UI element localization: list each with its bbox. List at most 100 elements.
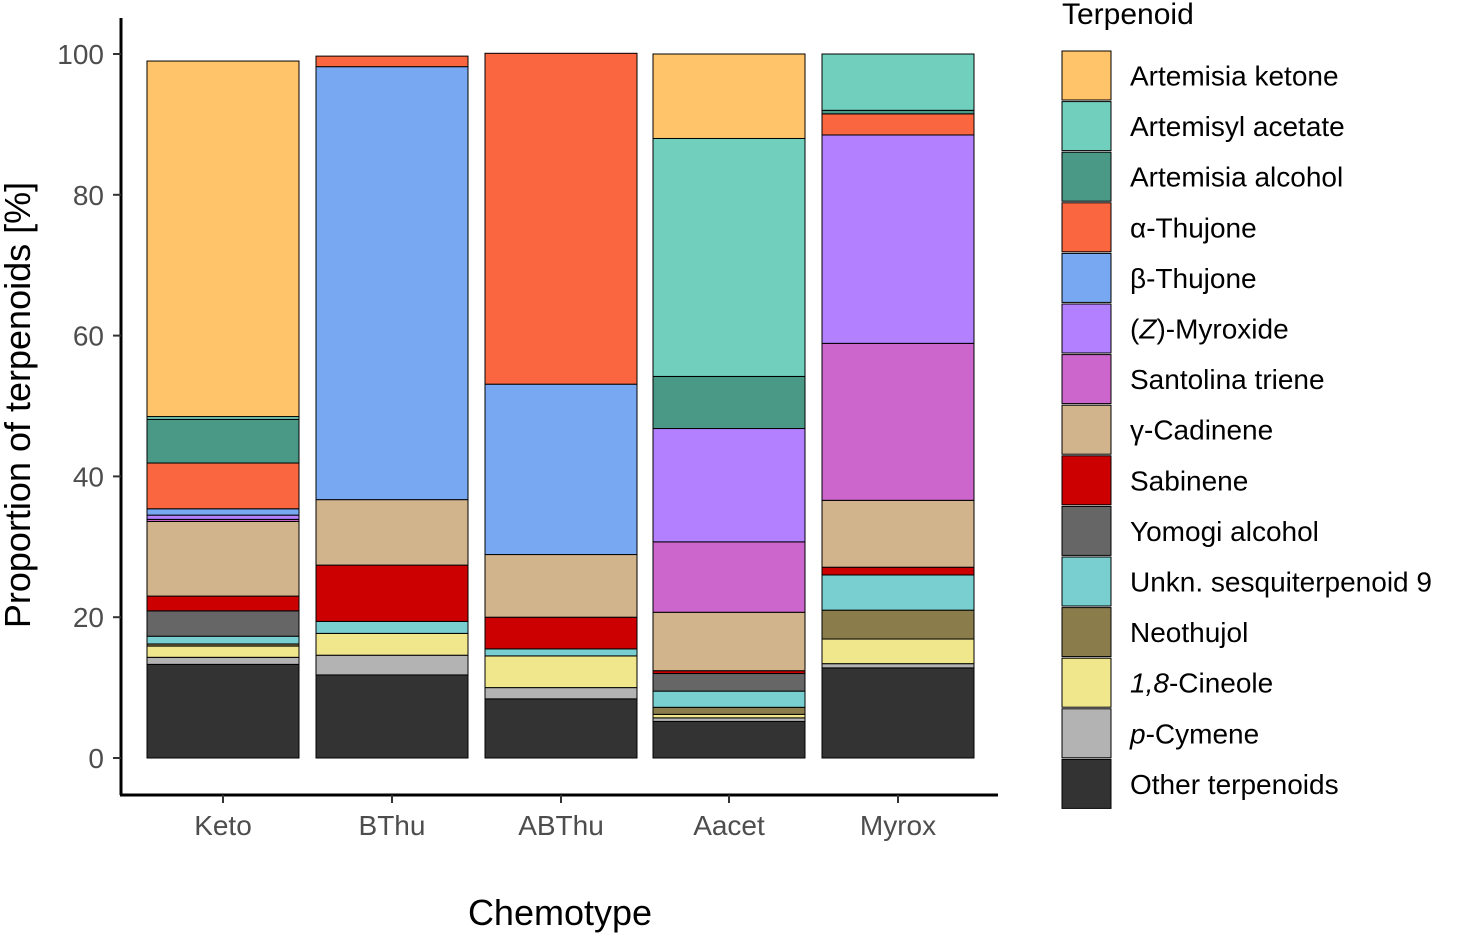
bar-bthu-cadinene [315, 499, 469, 566]
legend-label-artemisyl-acetate: Artemisyl acetate [1130, 111, 1345, 142]
y-tick-label: 0 [88, 743, 104, 774]
bar-area [146, 52, 975, 759]
y-tick-label: 60 [73, 321, 104, 352]
x-tick-label-bthu: BThu [359, 810, 426, 841]
bar-aacet-1-8-cineole [652, 713, 806, 719]
legend-label-z-myroxide: (Z)-Myroxide [1130, 314, 1289, 345]
legend-swatch-1-8-cineole [1061, 657, 1112, 708]
legend-label-thujone: β-Thujone [1130, 263, 1257, 294]
bar-bthu-thujone [315, 66, 469, 501]
bar-myrox-santolina-triene [821, 342, 975, 501]
bar-keto-cadinene [146, 520, 300, 597]
bar-myrox-other-terpenoids [821, 667, 975, 759]
bar-keto-1-8-cineole [146, 645, 300, 658]
bar-myrox-sabinene [821, 566, 975, 576]
legend-label-1-8-cineole: 1,8-Cineole [1130, 668, 1273, 699]
bar-aacet-santolina-triene [652, 541, 806, 613]
bar-keto-artemisia-ketone [146, 60, 300, 418]
bar-aacet-cadinene [652, 611, 806, 672]
legend-swatch-other-terpenoids [1061, 758, 1112, 809]
bar-aacet-yomogi-alcohol [652, 673, 806, 692]
legend-label-p-cymene: p-Cymene [1129, 718, 1259, 749]
legend-label-yomogi-alcohol: Yomogi alcohol [1130, 516, 1319, 547]
bar-aacet-artemisia-alcohol [652, 375, 806, 430]
legend-swatch-yomogi-alcohol [1061, 505, 1112, 556]
bar-keto-p-cymene [146, 656, 300, 665]
y-ticks: 0 20 40 60 80 100 [57, 39, 121, 774]
legend-label-cadinene: γ-Cadinene [1130, 415, 1273, 446]
bar-keto-thujone [146, 508, 300, 516]
legend-swatch-sabinene [1061, 455, 1112, 506]
bar-bthu-thujone [315, 55, 469, 68]
bar-bthu-1-8-cineole [315, 632, 469, 656]
bar-myrox-neothujol [821, 609, 975, 640]
bar-aacet-artemisia-ketone [652, 53, 806, 139]
legend-swatch-artemisia-alcohol [1061, 151, 1112, 202]
x-tick-label-abthu: ABThu [518, 810, 604, 841]
x-tick-label-keto: Keto [194, 810, 252, 841]
bar-myrox-cadinene [821, 499, 975, 568]
legend-label-thujone: α-Thujone [1130, 212, 1257, 243]
bar-abthu-thujone [484, 52, 638, 385]
bar-abthu-thujone [484, 383, 638, 556]
legend-swatch-thujone [1061, 202, 1112, 253]
y-axis-title: Proportion of terpenoids [%] [0, 182, 38, 628]
y-tick-label: 20 [73, 602, 104, 633]
bar-keto-unkn-sesquiterpenoid-9 [146, 635, 300, 645]
bar-myrox-p-cymene [821, 663, 975, 669]
legend: Terpenoid Artemisia ketone Artemisyl acet… [1061, 0, 1432, 809]
x-ticks: Keto BThu ABThu Aacet Myrox [194, 795, 936, 841]
legend-swatch-artemisia-ketone [1061, 50, 1112, 101]
legend-label-neothujol: Neothujol [1130, 617, 1248, 648]
legend-swatch-artemisyl-acetate [1061, 101, 1112, 152]
bar-abthu-1-8-cineole [484, 655, 638, 689]
bar-keto-sabinene [146, 595, 300, 612]
bar-aacet-artemisyl-acetate [652, 137, 806, 377]
legend-swatch-cadinene [1061, 404, 1112, 455]
bar-aacet-z-myroxide [652, 428, 806, 543]
legend-swatch-neothujol [1061, 607, 1112, 658]
legend-swatch-z-myroxide [1061, 303, 1112, 354]
bar-keto-thujone [146, 462, 300, 510]
bar-abthu-other-terpenoids [484, 698, 638, 759]
legend-swatch-unkn-sesquiterpenoid-9 [1061, 556, 1112, 607]
bar-keto-artemisia-alcohol [146, 418, 300, 464]
bar-bthu-unkn-sesquiterpenoid-9 [315, 620, 469, 634]
legend-label-santolina-triene: Santolina triene [1130, 364, 1325, 395]
legend-title: Terpenoid [1062, 0, 1194, 31]
bar-myrox-artemisyl-acetate [821, 53, 975, 111]
axes [119, 18, 998, 797]
x-tick-label-myrox: Myrox [860, 810, 936, 841]
bar-myrox-unkn-sesquiterpenoid-9 [821, 574, 975, 611]
bar-abthu-p-cymene [484, 687, 638, 700]
bar-bthu-sabinene [315, 564, 469, 622]
bar-myrox-artemisia-alcohol [821, 109, 975, 115]
bar-myrox-z-myroxide [821, 134, 975, 344]
bar-bthu-p-cymene [315, 654, 469, 676]
legend-label-unkn-sesquiterpenoid-9: Unkn. sesquiterpenoid 9 [1130, 567, 1432, 598]
legend-label-other-terpenoids: Other terpenoids [1130, 769, 1339, 800]
bar-aacet-p-cymene [652, 717, 806, 722]
bar-abthu-unkn-sesquiterpenoid-9 [484, 648, 638, 657]
legend-swatch-thujone [1061, 252, 1112, 303]
bar-aacet-other-terpenoids [652, 720, 806, 759]
x-tick-label-aacet: Aacet [693, 810, 765, 841]
y-tick-label: 40 [73, 461, 104, 492]
bar-keto-yomogi-alcohol [146, 610, 300, 637]
bar-abthu-sabinene [484, 616, 638, 650]
bar-aacet-neothujol [652, 706, 806, 715]
bar-myrox-1-8-cineole [821, 638, 975, 665]
bar-abthu-cadinene [484, 554, 638, 618]
legend-label-sabinene: Sabinene [1130, 465, 1248, 496]
legend-swatch-santolina-triene [1061, 354, 1112, 405]
bar-myrox-thujone [821, 113, 975, 136]
x-axis-title: Chemotype [468, 892, 652, 933]
y-tick-label: 80 [73, 180, 104, 211]
legend-label-artemisia-alcohol: Artemisia alcohol [1130, 162, 1343, 193]
bar-keto-z-myroxide [146, 514, 300, 520]
bar-bthu-other-terpenoids [315, 674, 469, 759]
legend-label-artemisia-ketone: Artemisia ketone [1130, 61, 1339, 92]
y-tick-label: 100 [57, 39, 104, 70]
legend-swatch-p-cymene [1061, 708, 1112, 759]
